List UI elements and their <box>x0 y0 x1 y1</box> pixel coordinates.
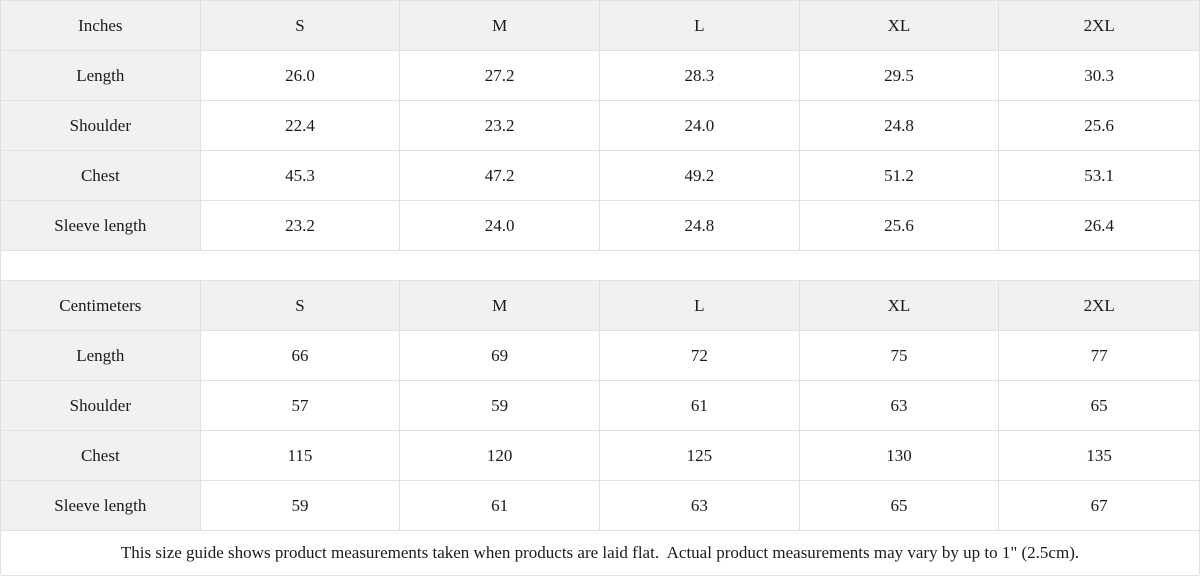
value-cell: 57 <box>200 381 401 431</box>
value-cell: 77 <box>999 331 1199 381</box>
value-cell: 28.3 <box>600 51 800 101</box>
value-cell: 26.0 <box>200 51 401 101</box>
value-cell: 45.3 <box>200 151 401 201</box>
row-label-cell: Sleeve length <box>1 481 201 531</box>
value-cell: 27.2 <box>400 51 600 101</box>
value-cell: 51.2 <box>799 151 1000 201</box>
value-cell: 59 <box>200 481 401 531</box>
size-guide-note: This size guide shows product measuremen… <box>1 531 1199 576</box>
value-cell: 23.2 <box>400 101 600 151</box>
table-row-shoulder: Shoulder 57 59 61 63 65 <box>1 381 1199 431</box>
value-cell: 65 <box>999 381 1199 431</box>
table-row-shoulder: Shoulder 22.4 23.2 24.0 24.8 25.6 <box>1 101 1199 151</box>
size-header-cell-2xl: 2XL <box>999 1 1199 51</box>
value-cell: 24.0 <box>600 101 800 151</box>
value-cell: 61 <box>400 481 600 531</box>
table-row-chest: Chest 45.3 47.2 49.2 51.2 53.1 <box>1 151 1199 201</box>
unit-header-cell: Inches <box>1 1 201 51</box>
value-cell: 63 <box>799 381 1000 431</box>
table-row-length: Length 26.0 27.2 28.3 29.5 30.3 <box>1 51 1199 101</box>
centimeters-header-row: Centimeters S M L XL 2XL <box>1 281 1199 331</box>
size-header-cell-s: S <box>200 281 401 331</box>
value-cell: 63 <box>600 481 800 531</box>
row-label-cell: Shoulder <box>1 101 201 151</box>
value-cell: 135 <box>999 431 1199 481</box>
row-label-cell: Chest <box>1 431 201 481</box>
value-cell: 29.5 <box>799 51 1000 101</box>
value-cell: 61 <box>600 381 800 431</box>
size-header-cell-2xl: 2XL <box>999 281 1199 331</box>
value-cell: 47.2 <box>400 151 600 201</box>
centimeters-table: Centimeters S M L XL 2XL Length 66 69 72… <box>1 281 1199 531</box>
unit-header-cell: Centimeters <box>1 281 201 331</box>
size-header-cell-l: L <box>600 281 800 331</box>
value-cell: 30.3 <box>999 51 1199 101</box>
value-cell: 26.4 <box>999 201 1199 251</box>
value-cell: 25.6 <box>999 101 1199 151</box>
value-cell: 69 <box>400 331 600 381</box>
value-cell: 24.8 <box>799 101 1000 151</box>
value-cell: 125 <box>600 431 800 481</box>
value-cell: 115 <box>200 431 401 481</box>
table-row-chest: Chest 115 120 125 130 135 <box>1 431 1199 481</box>
size-header-cell-l: L <box>600 1 800 51</box>
inches-header-row: Inches S M L XL 2XL <box>1 1 1199 51</box>
size-header-cell-xl: XL <box>799 281 1000 331</box>
value-cell: 53.1 <box>999 151 1199 201</box>
row-label-cell: Length <box>1 331 201 381</box>
value-cell: 24.8 <box>600 201 800 251</box>
value-cell: 67 <box>999 481 1199 531</box>
size-header-cell-s: S <box>200 1 401 51</box>
row-label-cell: Chest <box>1 151 201 201</box>
value-cell: 66 <box>200 331 401 381</box>
size-header-cell-m: M <box>400 281 600 331</box>
value-cell: 75 <box>799 331 1000 381</box>
table-row-length: Length 66 69 72 75 77 <box>1 331 1199 381</box>
value-cell: 25.6 <box>799 201 1000 251</box>
table-spacer <box>1 251 1199 281</box>
inches-table: Inches S M L XL 2XL Length 26.0 27.2 28.… <box>1 1 1199 251</box>
row-label-cell: Sleeve length <box>1 201 201 251</box>
value-cell: 22.4 <box>200 101 401 151</box>
row-label-cell: Shoulder <box>1 381 201 431</box>
value-cell: 120 <box>400 431 600 481</box>
table-row-sleeve-length: Sleeve length 23.2 24.0 24.8 25.6 26.4 <box>1 201 1199 251</box>
row-label-cell: Length <box>1 51 201 101</box>
size-header-cell-xl: XL <box>799 1 1000 51</box>
value-cell: 23.2 <box>200 201 401 251</box>
size-header-cell-m: M <box>400 1 600 51</box>
value-cell: 72 <box>600 331 800 381</box>
value-cell: 59 <box>400 381 600 431</box>
value-cell: 130 <box>799 431 1000 481</box>
value-cell: 49.2 <box>600 151 800 201</box>
table-row-sleeve-length: Sleeve length 59 61 63 65 67 <box>1 481 1199 531</box>
value-cell: 65 <box>799 481 1000 531</box>
value-cell: 24.0 <box>400 201 600 251</box>
